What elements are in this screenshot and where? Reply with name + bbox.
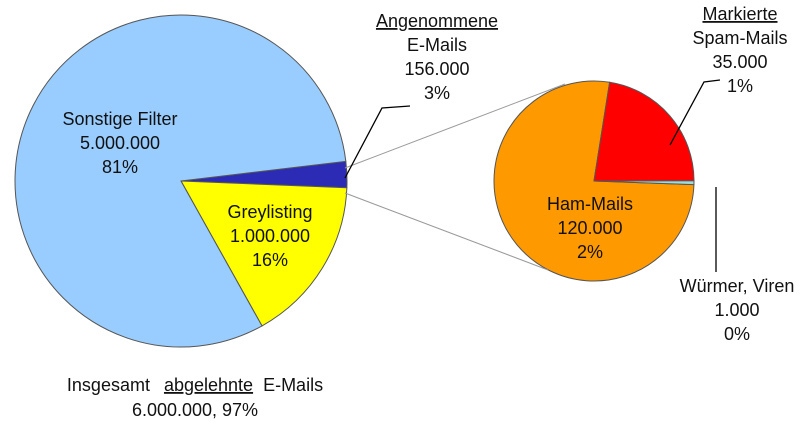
percent-label: 0% [724,324,750,344]
percent-label: 1% [727,76,753,96]
percent-label: 2% [577,242,603,262]
value-label: 156.000 [404,59,469,79]
leader-line [669,79,721,146]
slice-label-line: Greylisting [227,202,312,222]
slice-label-line: Markierte [702,4,777,24]
pie-slice [14,14,347,348]
value-label: 1.000 [714,300,759,320]
pie-slice [180,180,348,327]
slice-label: Würmer, Viren [680,276,795,296]
slice-label: Markierte Spam-Mails [692,4,787,48]
value-label: 120.000 [557,218,622,238]
footer-total: 6.000.000, 97% [132,400,258,420]
value-label: 1.000.000 [230,226,310,246]
footer-line: Insgesamt abgelehnte E-Mails [67,375,323,395]
footer-prefix: Insgesamt [67,375,150,395]
slice-label-line: Würmer, Viren [680,276,795,296]
connector-line [344,192,549,271]
slice-label: Angenommene E-Mails [376,11,498,55]
footer-emphasis: abgelehnte [164,375,253,395]
slice-label-line: Spam-Mails [692,28,787,48]
footer-suffix: E-Mails [263,375,323,395]
slice-label-line: E-Mails [407,35,467,55]
slice-label: Ham-Mails [547,194,633,214]
slice-label: Greylisting [227,202,312,222]
value-label: 5.000.000 [80,133,160,153]
slice-label-line: Angenommene [376,11,498,31]
percent-label: 81% [102,157,138,177]
leader-line [344,105,411,179]
slice-label-line: Ham-Mails [547,194,633,214]
percent-label: 16% [252,250,288,270]
value-label: 35.000 [712,52,767,72]
connector-line [344,83,566,169]
pie-slice [593,81,695,182]
slice-label: Sonstige Filter [62,109,177,129]
slice-label-line: Sonstige Filter [62,109,177,129]
percent-label: 3% [424,83,450,103]
